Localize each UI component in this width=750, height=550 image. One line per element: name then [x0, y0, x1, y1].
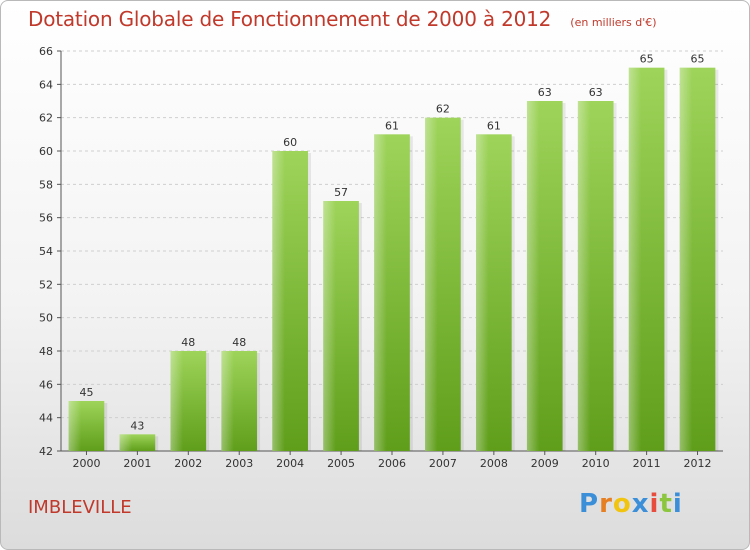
x-tick-label: 2012	[684, 457, 712, 470]
bar-highlight	[68, 401, 82, 451]
y-tick-label: 60	[39, 145, 53, 158]
bar-highlight	[374, 134, 387, 452]
x-tick-label: 2003	[225, 457, 253, 470]
data-label: 48	[181, 336, 195, 349]
proxiti-logo[interactable]: Proxiti	[579, 489, 683, 519]
x-tick-label: 2006	[378, 457, 406, 470]
y-tick-label: 58	[39, 178, 53, 191]
data-label: 43	[130, 419, 144, 432]
label-layer: 2000 45 2001 43 2002 48 2003 48 2004 60 2005 57 2006…	[72, 53, 711, 470]
x-tick-label: 2011	[633, 457, 661, 470]
x-tick-label: 2000	[72, 457, 100, 470]
data-label: 48	[232, 336, 246, 349]
y-tick-label: 42	[39, 445, 53, 458]
x-tick-label: 2004	[276, 457, 304, 470]
y-tick-label: 50	[39, 312, 53, 325]
y-tick-label: 44	[39, 412, 53, 425]
x-tick-label: 2010	[582, 457, 610, 470]
data-label: 60	[283, 136, 297, 149]
data-label: 57	[334, 186, 348, 199]
y-tick-label: 66	[39, 45, 53, 58]
bar-highlight	[272, 151, 285, 451]
data-label: 63	[589, 86, 603, 99]
logo-letter: t	[659, 489, 673, 519]
bar-highlight	[221, 351, 234, 451]
bar-highlight	[628, 67, 642, 452]
y-tick-label: 64	[39, 78, 53, 91]
logo-letter: o	[612, 489, 632, 519]
x-tick-label: 2008	[480, 457, 508, 470]
data-label: 61	[487, 119, 501, 132]
y-tick-label: 54	[39, 245, 53, 258]
logo-letter: i	[672, 489, 683, 519]
bar-highlight	[323, 201, 336, 451]
y-tick-label: 56	[39, 212, 53, 225]
data-label: 45	[79, 386, 93, 399]
logo-letter: x	[631, 489, 650, 519]
x-tick-label: 2005	[327, 457, 355, 470]
x-tick-label: 2007	[429, 457, 457, 470]
bar-highlight	[425, 117, 438, 452]
bar-highlight	[170, 351, 183, 451]
commune-name: IMBLEVILLE	[28, 497, 132, 518]
y-tick-label: 48	[39, 345, 53, 358]
logo-letter: r	[599, 489, 613, 519]
x-tick-label: 2009	[531, 457, 559, 470]
bar-highlight	[679, 67, 693, 452]
bar-highlight	[119, 434, 133, 451]
y-tick-label: 52	[39, 278, 53, 291]
y-tick-label: 46	[39, 378, 53, 391]
data-label: 65	[640, 53, 654, 66]
chart-subtitle: (en milliers d'€)	[570, 16, 657, 29]
data-label: 65	[691, 53, 705, 66]
chart-title: Dotation Globale de Fonctionnement de 20…	[28, 7, 552, 31]
logo-letter: i	[649, 489, 660, 519]
bar-highlight	[526, 101, 540, 451]
bar-highlight	[476, 134, 489, 452]
bar-highlight	[577, 101, 591, 451]
y-tick-label: 62	[39, 112, 53, 125]
logo-letter: P	[579, 489, 600, 519]
x-tick-label: 2002	[174, 457, 202, 470]
data-label: 63	[538, 86, 552, 99]
data-label: 62	[436, 103, 450, 116]
bar-layer	[68, 67, 719, 452]
x-tick-label: 2001	[123, 457, 151, 470]
title-row: Dotation Globale de Fonctionnement de 20…	[28, 7, 657, 31]
data-label: 61	[385, 119, 399, 132]
